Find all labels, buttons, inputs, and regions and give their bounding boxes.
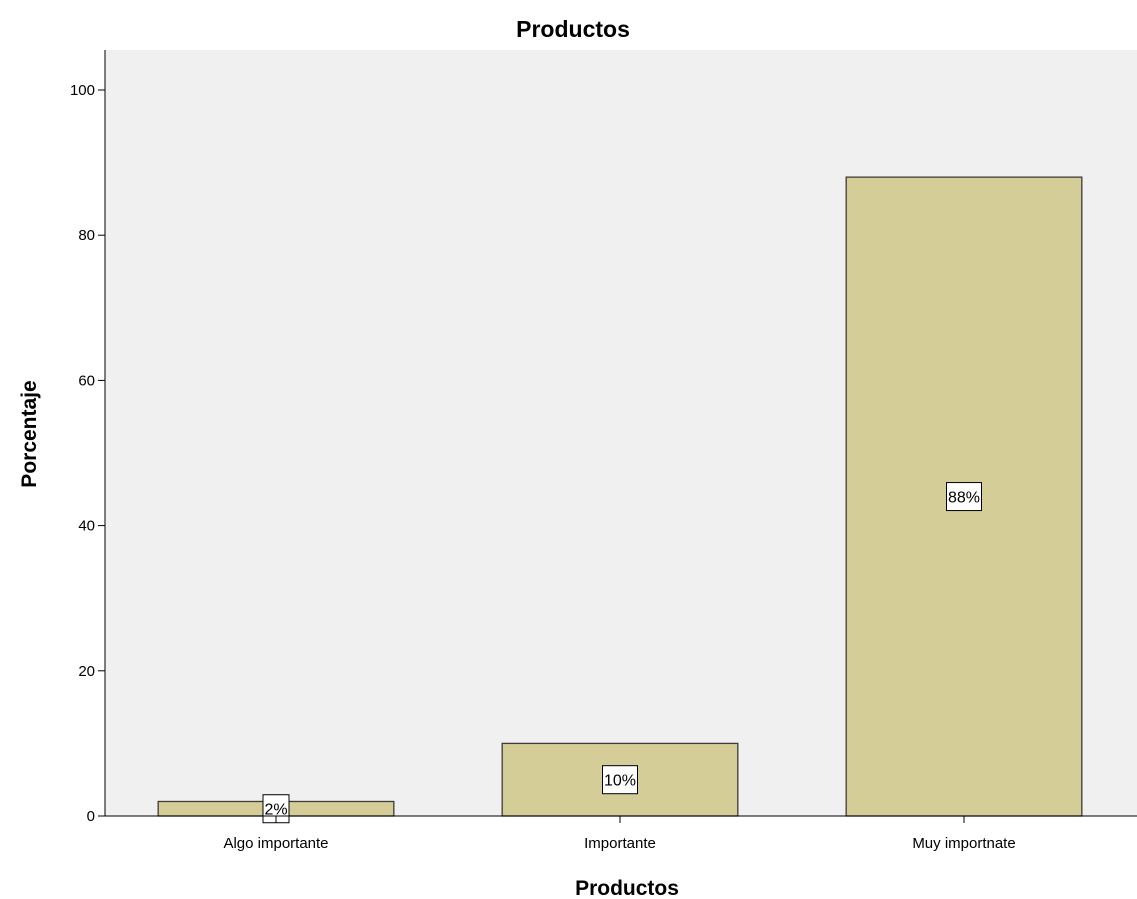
x-tick-label: Importante bbox=[584, 835, 656, 852]
y-tick-label: 40 bbox=[78, 518, 95, 535]
x-tick-label: Muy importnate bbox=[912, 835, 1015, 852]
y-tick-label: 80 bbox=[78, 227, 95, 244]
data-label: 2% bbox=[264, 802, 287, 819]
data-label-box bbox=[946, 482, 982, 512]
x-axis-label: Productos bbox=[575, 877, 679, 899]
x-tick-label: Algo importante bbox=[223, 835, 328, 852]
y-tick-label: 100 bbox=[70, 82, 95, 99]
data-label-box bbox=[602, 765, 638, 795]
data-label: 10% bbox=[604, 773, 636, 790]
bars-group: 2% 10% 88% bbox=[157, 176, 1083, 824]
y-axis-label: Porcentaje bbox=[18, 380, 41, 487]
data-label: 88% bbox=[948, 490, 980, 507]
y-axis: 0 20 40 60 80 100 bbox=[70, 50, 106, 825]
y-tick-label: 20 bbox=[78, 663, 95, 680]
x-axis: Algo importante Importante Muy importnate bbox=[105, 815, 1137, 852]
y-tick-label: 0 bbox=[87, 808, 95, 825]
chart-title: Productos bbox=[516, 16, 630, 42]
y-tick-label: 60 bbox=[78, 372, 95, 389]
